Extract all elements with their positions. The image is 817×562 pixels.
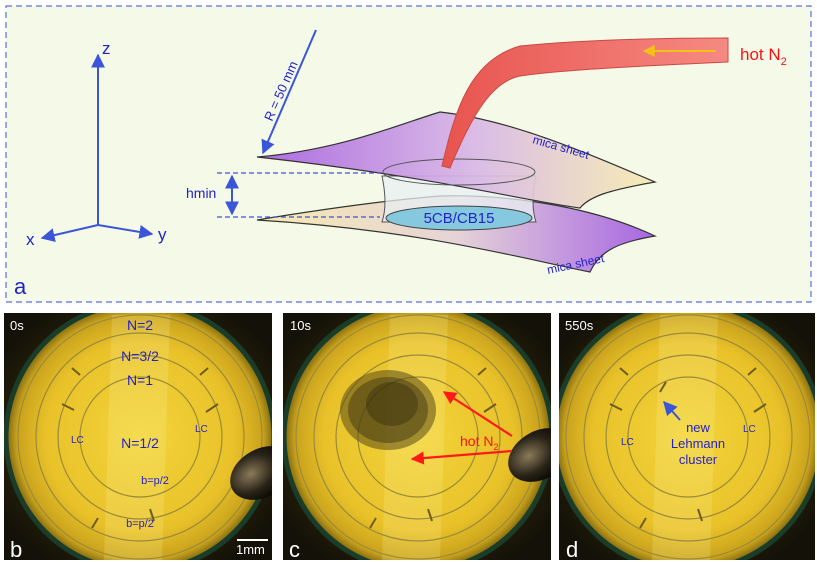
panel-d-light-band — [652, 315, 718, 560]
panel-c-time: 10s — [290, 318, 311, 333]
label-n2: N=2 — [127, 317, 153, 333]
label-b1: b=p/2 — [141, 475, 169, 487]
cluster-label-2: Lehmann — [671, 436, 725, 451]
panel-d-rings — [565, 314, 811, 560]
cluster-label-3: cluster — [679, 452, 718, 467]
panel-c-nozzle — [508, 428, 551, 482]
panel-b-lc-left: LC — [71, 435, 84, 446]
panel-a: z y x hmin R = 50 mm hot N2 mica sheet m… — [5, 5, 812, 303]
panel-d: 550s LC LC new Lehmann cluster d — [559, 313, 815, 562]
thermal-disorder-patch — [340, 370, 436, 450]
panel-b-rings — [17, 314, 263, 560]
sample-label: 5CB/CB15 — [424, 210, 495, 227]
label-n12: N=1/2 — [121, 435, 159, 451]
panel-b-nozzle — [230, 446, 272, 500]
cluster-label-1: new — [686, 420, 710, 435]
panel-d-drop — [559, 313, 815, 560]
hmin-guides — [217, 172, 380, 218]
label-b2: b=p/2 — [126, 518, 154, 530]
gas-arrows — [410, 391, 513, 465]
panel-c-gas-label: hot N2 — [460, 433, 498, 452]
coordinate-axes — [40, 53, 154, 242]
panel-d-time: 550s — [565, 318, 594, 333]
sample-contact-ellipse — [385, 205, 533, 231]
panel-d-lc-left: LC — [621, 437, 634, 448]
axis-z-label: z — [102, 39, 111, 58]
gas-label: hot N2 — [740, 45, 787, 68]
panel-b-drop — [4, 313, 272, 560]
label-n1: N=1 — [127, 372, 153, 388]
hmin-label: hmin — [186, 185, 216, 201]
panel-b-defect-lines — [61, 367, 219, 529]
panel-b-letter: b — [10, 537, 22, 562]
cluster-arrow — [663, 400, 681, 421]
axis-y-label: y — [158, 225, 167, 244]
panel-d-defect-lines — [609, 367, 767, 529]
label-n32: N=3/2 — [121, 348, 159, 364]
radius-arrow — [261, 29, 317, 155]
panel-b-lc-right: LC — [195, 424, 208, 435]
panel-a-letter: a — [14, 274, 27, 299]
panel-d-lc-right: LC — [743, 424, 756, 435]
sample-top-ellipse — [382, 158, 536, 186]
mica-sheet-top — [256, 111, 658, 209]
panel-c-defect-lines — [369, 367, 497, 529]
scale-label: 1mm — [236, 542, 265, 557]
panel-b-light-band — [104, 315, 170, 560]
panel-c: hot N2 10s c — [283, 313, 551, 562]
panel-d-letter: d — [566, 537, 578, 562]
panel-c-letter: c — [289, 537, 300, 562]
axis-x-label: x — [26, 230, 35, 249]
gas-nozzle — [441, 37, 729, 169]
panel-b: 0s N=2 N=3/2 N=1 N=1/2 LC LC b=p/2 b=p/2… — [4, 313, 272, 562]
panel-b-time: 0s — [10, 318, 24, 333]
